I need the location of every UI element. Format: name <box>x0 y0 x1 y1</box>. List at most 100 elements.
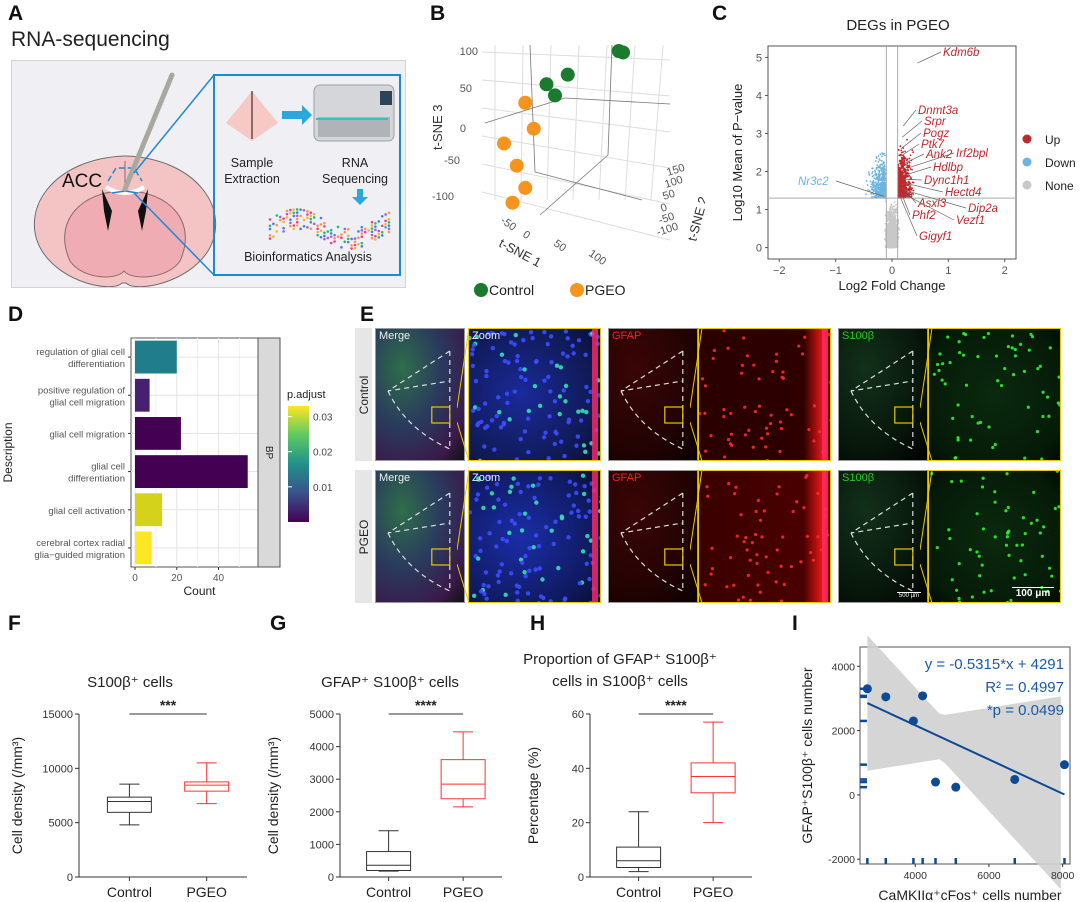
x-tick-label: 8000 <box>1051 870 1075 882</box>
x-tick-label: PGEO <box>693 884 734 900</box>
channel-label: S100β <box>842 472 875 484</box>
y-tick-label: 0 <box>578 872 584 884</box>
gene-label-nr3c2: Nr3c2 <box>798 176 829 188</box>
gene-point-down <box>881 152 884 155</box>
cell-dot <box>779 599 783 602</box>
cell-dot <box>805 473 809 478</box>
gene-point-up <box>911 149 914 152</box>
cell-dot <box>977 554 981 558</box>
gene-point <box>893 205 896 208</box>
cell-dot <box>993 490 997 494</box>
y-tick-label: -2000 <box>828 854 855 866</box>
cell-dot <box>1007 553 1011 557</box>
dna-dot <box>285 209 289 213</box>
roi-dashed-outline <box>850 350 914 450</box>
gene-point-up <box>899 181 902 184</box>
gene-point-down <box>877 176 880 179</box>
cell-dot <box>523 553 528 559</box>
cell-dot <box>494 544 499 549</box>
gene-point-up <box>909 154 912 157</box>
cell-dot <box>964 383 969 387</box>
gene-point <box>894 243 897 246</box>
gene-point-down <box>873 183 875 186</box>
gene-point-up <box>902 171 905 174</box>
cell-dot <box>1055 471 1059 473</box>
gene-point-down <box>874 185 877 187</box>
vessel-edge <box>592 471 598 602</box>
dna-dot <box>275 214 279 217</box>
sequencer-icon <box>313 84 395 142</box>
cell-dot <box>504 391 510 396</box>
cell-dot <box>957 340 961 344</box>
cell-dot <box>704 449 708 453</box>
x-tick-label: −2 <box>773 265 786 277</box>
gene-point-up <box>898 180 901 183</box>
gene-point <box>891 233 893 235</box>
cell-dot <box>740 371 744 375</box>
dna-dot <box>295 208 299 211</box>
x-tick-label: 4000 <box>904 870 928 882</box>
gene-point-down <box>877 181 880 184</box>
cell-dot <box>518 489 523 495</box>
cell-dot <box>521 338 526 343</box>
gene-point <box>894 246 897 249</box>
gene-point-down <box>874 160 877 162</box>
dna-dot <box>360 235 364 239</box>
dna-dot <box>370 230 374 234</box>
bar <box>135 455 248 488</box>
micro-overlay <box>620 492 684 592</box>
gene-label-phf2: Phf2 <box>912 210 936 222</box>
cell-dot <box>976 354 980 359</box>
dna-dot <box>268 227 272 231</box>
gene-point <box>888 241 891 244</box>
gene-point-down <box>871 167 874 170</box>
y-tick-label: 2000 <box>832 726 856 738</box>
dna-dot <box>319 229 323 233</box>
gene-label-pogz: Pogz <box>923 128 949 140</box>
cell-dot <box>470 363 476 369</box>
cell-dot <box>781 535 785 539</box>
dna-dot <box>316 227 319 231</box>
cell-dot <box>511 476 516 481</box>
dna-dot <box>285 216 289 219</box>
y-axis-label: Cell density (/mm³) <box>265 737 281 854</box>
cell-dot <box>491 505 497 510</box>
cell-dot <box>498 425 504 430</box>
cell-dot <box>479 419 484 425</box>
gene-label-ank2: Ank2 <box>925 149 953 161</box>
dna-dot <box>343 230 347 234</box>
cell-dot <box>978 574 982 578</box>
cell-dot <box>951 416 955 420</box>
vessel-edge <box>592 329 598 460</box>
z-tick-label: -100 <box>432 191 454 203</box>
micro-overlay <box>703 471 830 602</box>
connector-line <box>457 328 470 409</box>
gene-point-up <box>909 188 912 191</box>
cell-dot <box>560 351 566 356</box>
cell-dot <box>1046 589 1050 593</box>
cell-dot <box>486 331 491 336</box>
dna-dot <box>350 237 353 241</box>
gene-leader-line <box>899 196 918 237</box>
cell-dot <box>750 601 752 602</box>
cell-dot <box>509 484 514 490</box>
dna-dot <box>343 240 347 244</box>
y-axis-label: Log10 Mean of P−value <box>730 84 745 222</box>
y-tick-label: 3 <box>756 128 762 140</box>
gene-point-down <box>883 175 886 178</box>
gene-point-down <box>867 171 870 173</box>
data-point <box>1010 774 1020 784</box>
cell-dot <box>574 443 579 448</box>
cell-dot <box>519 528 525 533</box>
cell-dot <box>495 573 501 578</box>
dna-dot <box>380 230 384 234</box>
dna-dot <box>275 230 279 233</box>
gene-point-up <box>900 151 903 154</box>
cell-dot <box>599 500 600 504</box>
gene-label-dnmt3a: Dnmt3a <box>918 105 958 117</box>
confidence-band <box>867 635 1061 890</box>
image-pgeo-gfap-zoom <box>698 470 831 603</box>
axis-line <box>534 171 643 201</box>
cell-dot <box>948 361 952 365</box>
cell-dot <box>946 335 950 339</box>
